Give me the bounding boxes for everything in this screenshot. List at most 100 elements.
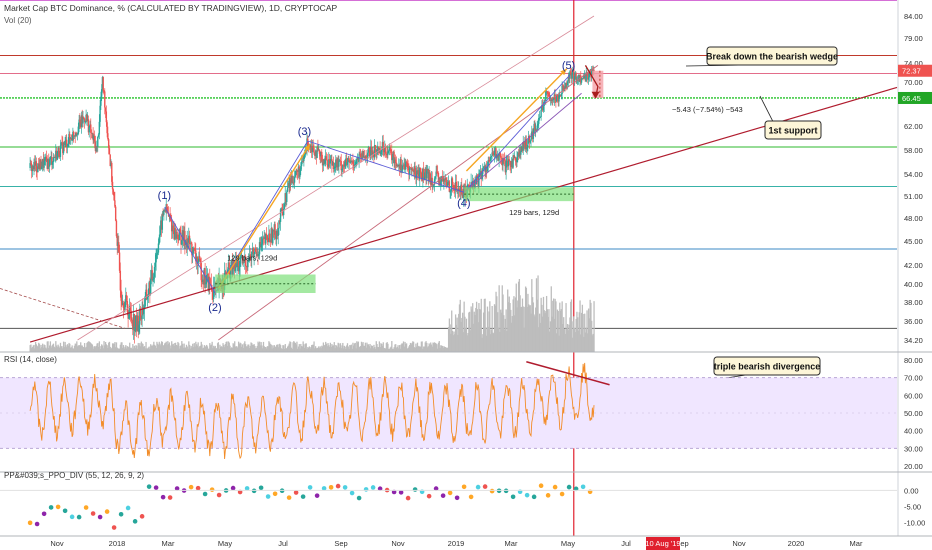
time-tick: Mar — [505, 539, 518, 548]
volume-bar — [302, 341, 304, 352]
volume-bar — [340, 348, 342, 352]
volume-bar — [192, 343, 194, 352]
volume-bar — [507, 289, 509, 352]
candle-body — [539, 116, 542, 118]
candle-body — [377, 146, 380, 153]
volume-bar — [121, 342, 123, 352]
volume-bar — [144, 348, 146, 352]
volume-bar — [298, 344, 300, 352]
volume-bar — [52, 344, 54, 352]
volume-bar — [510, 309, 512, 352]
volume-bar — [415, 343, 417, 352]
volume-bar — [276, 344, 279, 352]
candle-body — [511, 160, 514, 168]
candle-body — [92, 132, 94, 141]
volume-bar — [353, 345, 355, 352]
candle-body — [134, 327, 136, 332]
volume-bar — [244, 344, 247, 352]
volume-bar — [133, 345, 136, 352]
candle-body — [419, 168, 422, 173]
candle-body — [437, 172, 440, 183]
price-tick: 34.20 — [904, 336, 923, 345]
candle-body — [254, 248, 257, 252]
volume-bar — [367, 344, 369, 352]
volume-bar — [566, 329, 568, 352]
candle-body — [258, 254, 260, 256]
candle-body — [457, 188, 460, 191]
candle-body — [172, 225, 174, 231]
volume-bar — [566, 323, 569, 352]
candle-body — [167, 213, 170, 217]
volume-bar — [279, 345, 282, 352]
candle-body — [296, 170, 298, 172]
time-tick: Jul — [278, 539, 288, 548]
ppo-tick: 0.00 — [904, 486, 919, 495]
candle-body — [324, 160, 326, 164]
volume-bar — [569, 317, 571, 352]
volume-bar — [248, 348, 251, 352]
candle-body — [476, 175, 479, 179]
volume-bar — [461, 317, 463, 352]
volume-bar — [45, 347, 47, 352]
candle-body — [417, 169, 419, 175]
candle-body — [450, 178, 453, 190]
volume-bar — [167, 343, 170, 352]
volume-bar — [501, 285, 503, 352]
volume-bar — [202, 348, 204, 352]
volume-bar — [349, 345, 351, 352]
candle-body — [489, 157, 492, 161]
candle-body — [436, 172, 439, 174]
volume-bar — [478, 303, 480, 352]
volume-bar — [43, 344, 45, 352]
volume-bar — [264, 347, 266, 352]
volume-bar — [178, 343, 180, 352]
volume-bar — [524, 286, 527, 352]
volume-bar — [470, 306, 472, 352]
candle-body — [292, 182, 294, 184]
candle-body — [523, 142, 525, 144]
candle-body — [452, 184, 454, 186]
candle-body — [450, 189, 452, 192]
breakdown-arrow-head — [591, 91, 600, 99]
volume-bar — [30, 344, 32, 352]
candle-body — [198, 256, 200, 262]
rsi-pane[interactable] — [0, 361, 897, 460]
candle-body — [580, 75, 582, 83]
candle-body — [321, 161, 324, 166]
volume-bar — [362, 342, 364, 352]
candle-body — [262, 238, 265, 240]
volume-bar — [532, 302, 535, 352]
volume-bar — [216, 347, 218, 352]
volume-bar — [69, 347, 72, 352]
ppo-tick: -10.00 — [904, 519, 925, 528]
candle-body — [453, 185, 455, 190]
ppo-pane[interactable] — [0, 483, 897, 530]
candle-body — [271, 228, 273, 244]
candle-body — [41, 166, 43, 170]
candle-body — [160, 220, 163, 230]
volume-bar — [508, 296, 510, 352]
volume-bar — [497, 327, 500, 352]
volume-bar — [517, 281, 520, 352]
volume-bar — [110, 348, 112, 352]
candle-body — [142, 309, 145, 314]
volume-bar — [429, 344, 431, 352]
wave-2-line — [164, 206, 216, 294]
volume-bar — [514, 297, 517, 352]
candle-body — [170, 219, 172, 222]
candle-body — [48, 159, 50, 167]
volume-bar — [368, 346, 370, 352]
time-highlight-label: 10 Aug '19 — [645, 539, 680, 548]
volume-bar — [128, 346, 130, 352]
volume-bar — [539, 322, 542, 352]
volume-bar — [285, 348, 287, 352]
candle-body — [433, 178, 436, 185]
candle-body — [125, 295, 127, 303]
volume-bar — [170, 348, 172, 352]
projection-arrow-1 — [217, 143, 311, 289]
candle-body — [265, 233, 268, 236]
candle-body — [491, 152, 493, 157]
candle-body — [59, 145, 62, 157]
